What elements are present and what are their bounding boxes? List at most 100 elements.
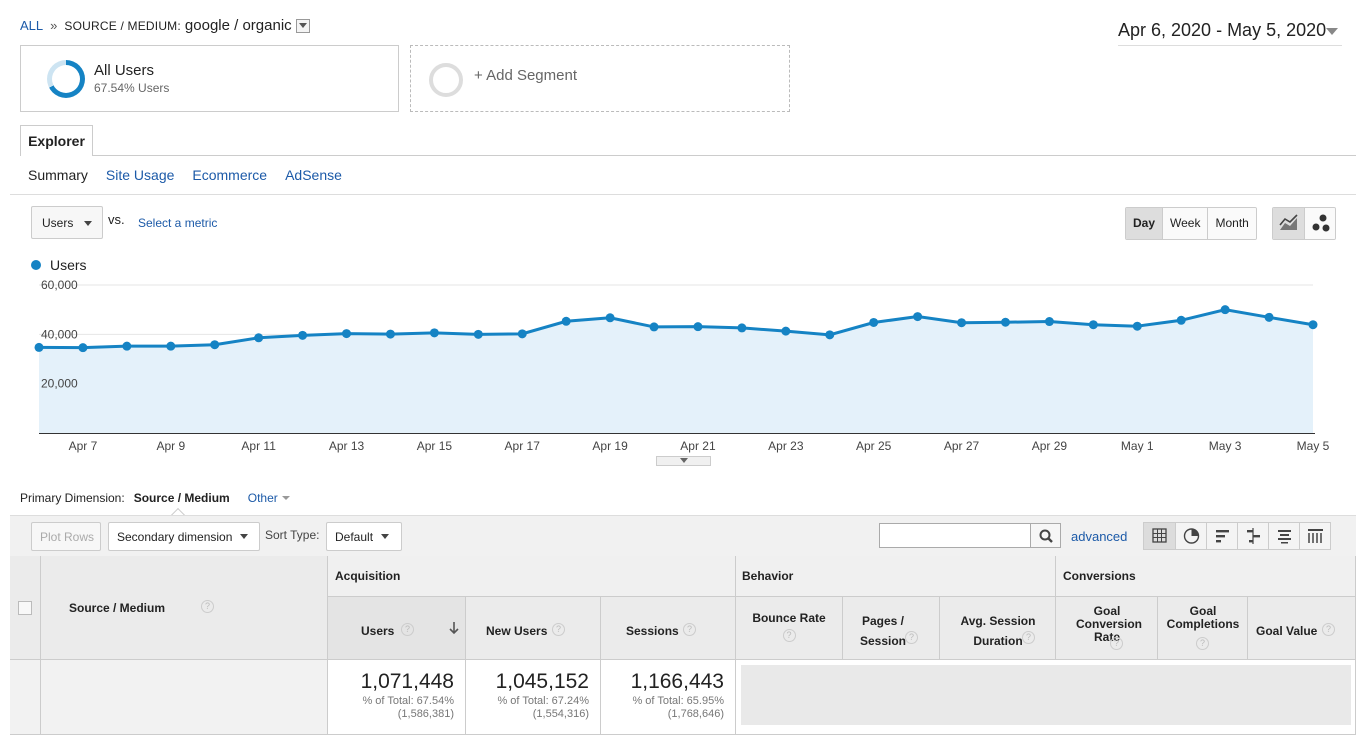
data-point[interactable] <box>825 330 835 340</box>
secondary-dimension-label: Secondary dimension <box>117 530 233 544</box>
x-tick-label: Apr 23 <box>768 439 804 453</box>
series-area <box>39 309 1313 433</box>
advanced-filter-link[interactable]: advanced <box>1071 529 1128 544</box>
date-range-picker[interactable]: Apr 6, 2020 - May 5, 2020 <box>1118 20 1342 46</box>
search-button[interactable] <box>1030 523 1061 548</box>
data-point[interactable] <box>298 330 308 340</box>
segment-donut-icon <box>47 60 85 98</box>
data-point[interactable] <box>1176 315 1186 325</box>
period-day-button[interactable]: Day <box>1126 208 1163 239</box>
data-point[interactable] <box>78 343 88 353</box>
data-point[interactable] <box>693 322 703 332</box>
search-icon <box>1039 529 1053 543</box>
line-chart-button[interactable] <box>1273 208 1304 239</box>
column-sessions-label: Sessions <box>626 624 679 638</box>
total-new-users-of: (1,554,316) <box>532 708 589 720</box>
subtab-summary[interactable]: Summary <box>28 167 88 183</box>
loading-placeholder <box>741 665 1351 725</box>
data-point[interactable] <box>34 342 44 352</box>
column-pages-session[interactable]: Pages / Session ? <box>843 597 940 660</box>
data-point[interactable] <box>254 333 264 343</box>
primary-dimension-value[interactable]: Source / Medium <box>133 491 230 505</box>
column-avg-session-duration[interactable]: Avg. Session Duration ? <box>940 597 1056 660</box>
data-point[interactable] <box>1088 320 1098 330</box>
comparison-view-button[interactable] <box>1237 523 1268 549</box>
tab-explorer[interactable]: Explorer <box>20 125 93 156</box>
chevron-down-icon <box>1326 28 1338 35</box>
data-point[interactable] <box>869 317 879 327</box>
dimension-header-label: Source / Medium <box>69 601 166 615</box>
dimension-header[interactable]: Source / Medium ? <box>41 556 328 660</box>
column-goal-completions[interactable]: Goal Completions ? <box>1158 597 1248 660</box>
percentage-view-button[interactable] <box>1175 523 1206 549</box>
data-point[interactable] <box>605 313 615 323</box>
total-sessions-value: 1,166,443 <box>630 670 724 693</box>
data-point[interactable] <box>429 328 439 338</box>
period-month-button[interactable]: Month <box>1207 208 1256 239</box>
column-bounce-rate[interactable]: Bounce Rate ? <box>736 597 843 660</box>
data-point[interactable] <box>210 340 220 350</box>
y-tick-label: 20,000 <box>41 377 78 391</box>
metric-select[interactable]: Users <box>31 206 103 239</box>
period-week-button[interactable]: Week <box>1162 208 1208 239</box>
series-line-users <box>38 308 1314 350</box>
subtab-ecommerce[interactable]: Ecommerce <box>192 167 268 183</box>
primary-dimension-other[interactable]: Other <box>248 491 290 505</box>
breadcrumb-all-link[interactable]: ALL <box>20 18 44 33</box>
data-point[interactable] <box>1308 320 1318 330</box>
data-point[interactable] <box>913 312 923 322</box>
data-point[interactable] <box>561 316 571 326</box>
select-all-checkbox[interactable] <box>18 601 32 615</box>
data-table-view-button[interactable] <box>1144 523 1175 549</box>
help-icon: ? <box>201 600 214 613</box>
column-users[interactable]: Users ? <box>328 597 466 660</box>
help-icon: ? <box>683 623 696 636</box>
data-point[interactable] <box>781 326 791 336</box>
column-new-users[interactable]: New Users ? <box>466 597 601 660</box>
data-point[interactable] <box>1000 317 1010 327</box>
data-point[interactable] <box>649 322 659 332</box>
column-sessions[interactable]: Sessions ? <box>601 597 736 660</box>
data-point[interactable] <box>166 341 176 351</box>
data-point[interactable] <box>517 329 527 339</box>
column-users-label: Users <box>361 624 395 638</box>
plot-rows-button[interactable]: Plot Rows <box>31 522 101 551</box>
legend-dot-icon <box>31 260 41 270</box>
add-segment-button[interactable]: + Add Segment <box>410 45 790 112</box>
table-search-input[interactable] <box>879 523 1031 548</box>
select-metric-link[interactable]: Select a metric <box>138 216 218 230</box>
secondary-dimension-select[interactable]: Secondary dimension <box>108 522 260 551</box>
data-point[interactable] <box>1044 317 1054 327</box>
data-point[interactable] <box>1264 312 1274 322</box>
total-sessions-pct-label: % of Total: 65.95% <box>632 695 724 707</box>
data-point[interactable] <box>342 329 352 339</box>
data-point[interactable] <box>122 341 132 351</box>
total-sessions-of: (1,768,646) <box>667 708 724 720</box>
data-point[interactable] <box>737 323 747 333</box>
data-point[interactable] <box>957 318 967 328</box>
help-icon: ? <box>905 631 918 644</box>
comparison-icon <box>1247 528 1260 544</box>
breadcrumb-dropdown-icon[interactable] <box>295 18 310 33</box>
x-tick-label: Apr 11 <box>241 439 276 453</box>
group-acquisition-label: Acquisition <box>335 569 401 583</box>
motion-chart-button[interactable] <box>1304 208 1335 239</box>
column-goal-conversion-rate[interactable]: Goal Conversion Rate ? <box>1056 597 1158 660</box>
segment-share: 67.54% Users <box>94 81 170 95</box>
term-cloud-view-button[interactable] <box>1268 523 1299 549</box>
sort-type-select[interactable]: Default <box>326 522 402 551</box>
chevron-down-icon <box>680 458 688 463</box>
data-point[interactable] <box>385 329 395 339</box>
subtab-site-usage[interactable]: Site Usage <box>105 167 175 183</box>
help-icon: ? <box>1110 637 1123 650</box>
performance-view-button[interactable] <box>1206 523 1237 549</box>
total-new-users-pct: % of Total: 67.24% (1,554,316) <box>497 695 589 721</box>
data-point[interactable] <box>473 329 483 339</box>
data-point[interactable] <box>1220 305 1230 315</box>
segment-all-users[interactable]: All Users 67.54% Users <box>20 45 399 112</box>
column-goal-value[interactable]: Goal Value ? <box>1248 597 1356 660</box>
data-point[interactable] <box>1132 321 1142 331</box>
collapse-chart-toggle[interactable] <box>656 456 711 466</box>
pivot-view-button[interactable] <box>1299 523 1330 549</box>
subtab-adsense[interactable]: AdSense <box>285 167 342 183</box>
